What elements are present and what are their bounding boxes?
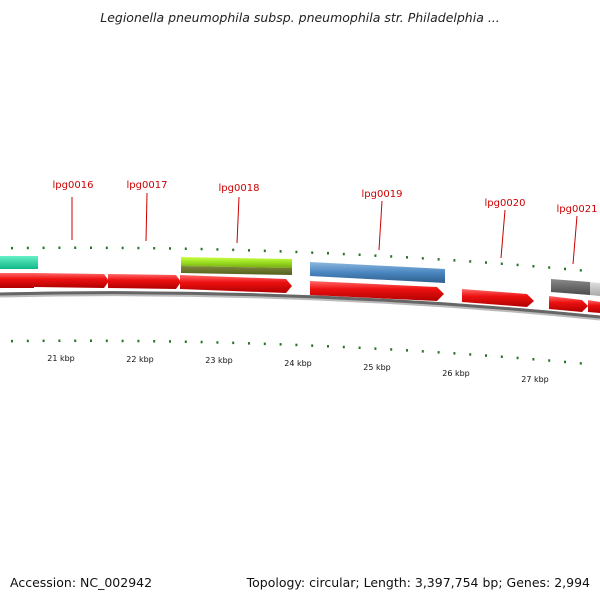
label-leader bbox=[378, 200, 383, 251]
gene-arrow[interactable] bbox=[549, 296, 588, 312]
genome-backbone bbox=[0, 291, 600, 319]
gene-arrow[interactable] bbox=[588, 300, 600, 313]
gene-arrow[interactable] bbox=[310, 281, 444, 301]
kbp-label-23: 23 kbp bbox=[205, 356, 233, 365]
gene-label-lpg0021[interactable]: lpg0021 bbox=[557, 204, 598, 215]
topology-summary: Topology: circular; Length: 3,397,754 bp… bbox=[246, 575, 590, 590]
feature-olive[interactable] bbox=[181, 266, 292, 275]
kbp-label-26: 26 kbp bbox=[442, 369, 470, 378]
label-leader bbox=[236, 196, 240, 244]
feature-lime[interactable] bbox=[181, 257, 292, 268]
label-leader bbox=[572, 215, 578, 265]
gene-label-lpg0017[interactable]: lpg0017 bbox=[127, 180, 168, 191]
kbp-label-27: 27 kbp bbox=[521, 375, 549, 384]
gene-arrow[interactable] bbox=[180, 275, 292, 293]
kbp-label-25: 25 kbp bbox=[363, 363, 391, 372]
gene-label-lpg0020[interactable]: lpg0020 bbox=[485, 198, 526, 209]
accession-label: Accession: NC_002942 bbox=[10, 575, 153, 590]
label-leader bbox=[500, 209, 506, 259]
lower-tick-track bbox=[11, 339, 582, 365]
kbp-label-22: 22 kbp bbox=[126, 355, 154, 364]
gene-arrow[interactable] bbox=[108, 274, 181, 289]
upper-tick-track bbox=[11, 246, 582, 272]
gene-label-lpg0019[interactable]: lpg0019 bbox=[362, 189, 403, 200]
feature-cyan[interactable] bbox=[0, 256, 38, 269]
feature-light-grey[interactable] bbox=[590, 282, 600, 296]
gene-label-lpg0018[interactable]: lpg0018 bbox=[219, 183, 260, 194]
gene-label-lpg0016[interactable]: lpg0016 bbox=[53, 180, 94, 191]
label-leader bbox=[145, 192, 148, 242]
feature-dark-grey[interactable] bbox=[551, 279, 590, 295]
feature-blue[interactable] bbox=[310, 262, 445, 283]
gene-arrow[interactable] bbox=[462, 289, 534, 307]
kbp-label-24: 24 kbp bbox=[284, 359, 312, 368]
kbp-label-21: 21 kbp bbox=[47, 354, 75, 363]
gene-arrow[interactable] bbox=[0, 273, 34, 288]
map-title: Legionella pneumophila subsp. pneumophil… bbox=[100, 10, 500, 25]
gene-arrow[interactable] bbox=[34, 273, 109, 288]
